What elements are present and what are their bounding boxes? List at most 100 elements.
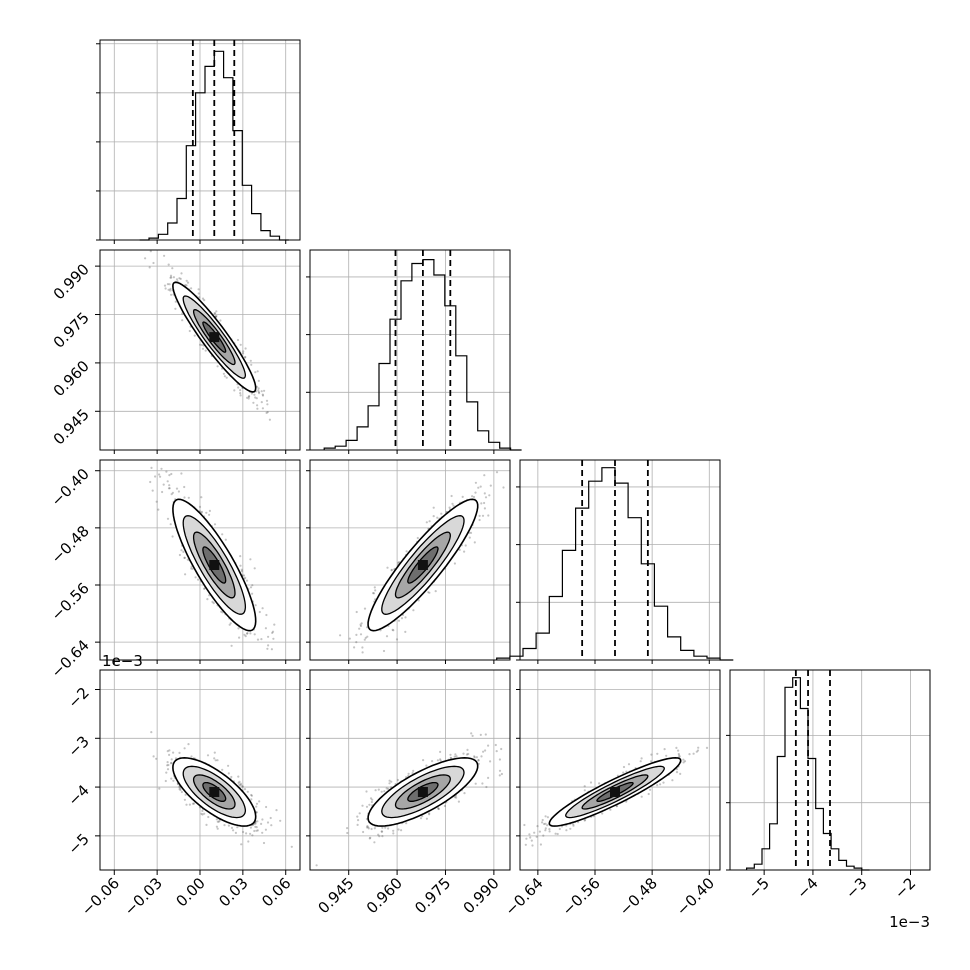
sample-point: [249, 586, 253, 589]
sample-point: [239, 782, 242, 785]
sample-point: [185, 803, 188, 806]
sample-point: [257, 389, 260, 392]
sample-point: [475, 756, 478, 759]
sample-point: [554, 832, 557, 835]
sample-point: [245, 832, 248, 835]
sample-point: [248, 395, 251, 398]
sample-point: [229, 622, 232, 625]
sample-point: [247, 395, 250, 398]
sample-point: [437, 807, 440, 810]
sample-point: [348, 637, 351, 640]
x-tick-label: 0.00: [172, 874, 208, 910]
sample-point: [675, 771, 679, 774]
sample-point: [548, 828, 551, 831]
sample-point: [495, 471, 499, 474]
sample-point: [398, 561, 401, 564]
sample-point: [377, 788, 380, 791]
x-tick-label: 0.06: [258, 874, 294, 910]
y-tick-label: −0.56: [48, 579, 93, 624]
sample-point: [569, 827, 572, 830]
sample-point: [258, 392, 261, 395]
sample-point: [213, 523, 217, 526]
sample-point: [400, 617, 404, 620]
sample-point: [480, 502, 483, 505]
sample-point: [249, 558, 252, 561]
sample-point: [400, 829, 403, 832]
sample-point: [257, 379, 260, 382]
sample-point: [478, 518, 481, 522]
sample-point: [627, 763, 631, 766]
sample-point: [151, 489, 154, 492]
sample-point: [439, 759, 442, 762]
sample-point: [171, 535, 174, 538]
panel-frame-3-1: [309, 669, 511, 871]
sample-point: [227, 772, 230, 775]
sample-point: [169, 274, 173, 277]
density-panel-3-0: [150, 731, 293, 848]
sample-point: [214, 759, 217, 762]
x-tick-label: −0.03: [121, 874, 166, 919]
sample-point: [170, 761, 173, 764]
sample-point: [407, 772, 410, 775]
sample-point: [453, 562, 456, 565]
sample-point: [474, 481, 477, 484]
sample-point: [439, 758, 442, 761]
sample-point: [428, 591, 431, 594]
sample-point: [682, 761, 685, 764]
sample-point: [386, 566, 389, 569]
sample-point: [246, 632, 249, 635]
sample-point: [180, 472, 183, 475]
y-tick-label: 0.990: [50, 260, 93, 303]
sample-point: [422, 759, 425, 762]
sample-point: [530, 839, 533, 842]
sample-point: [164, 779, 167, 783]
sample-point: [170, 276, 173, 279]
sample-point: [242, 350, 245, 353]
density-panel-2-1: [339, 471, 505, 654]
sample-point: [373, 586, 376, 589]
density-peak: [610, 787, 620, 797]
y-tick-label: −0.48: [48, 522, 93, 567]
sample-point: [487, 744, 490, 747]
y-tick-label: 0.975: [50, 309, 93, 352]
sample-point: [489, 760, 492, 763]
density-peak: [209, 560, 220, 570]
x-tick-label: −0.40: [673, 874, 718, 919]
sample-point: [270, 648, 273, 651]
sample-point: [215, 818, 218, 821]
sample-point: [448, 506, 451, 509]
sample-point: [260, 638, 263, 641]
sample-point: [198, 505, 202, 508]
sample-point: [472, 495, 476, 499]
sample-point: [443, 804, 446, 808]
sample-point: [249, 632, 252, 635]
sample-point: [190, 755, 193, 758]
sample-point: [457, 800, 460, 803]
sample-point: [546, 824, 549, 827]
sample-point: [237, 627, 240, 630]
sample-point: [548, 830, 551, 833]
sample-point: [221, 533, 224, 536]
sample-point: [483, 507, 486, 510]
sample-point: [185, 279, 188, 282]
density-panel-1-0: [144, 250, 271, 421]
sample-point: [558, 827, 561, 831]
sample-point: [264, 828, 267, 831]
sample-point: [268, 418, 271, 421]
sample-point: [198, 296, 201, 299]
sample-point: [183, 556, 186, 559]
sample-point: [397, 561, 400, 564]
x-tick-label: −0.56: [559, 874, 604, 919]
sample-point: [473, 755, 476, 758]
sample-point: [388, 782, 391, 785]
sample-point: [242, 352, 245, 355]
sample-point: [544, 815, 547, 818]
sample-point: [157, 508, 160, 511]
sample-point: [223, 824, 226, 827]
sample-point: [197, 288, 200, 291]
sample-point: [180, 272, 183, 275]
sample-point: [396, 778, 399, 782]
sample-point: [275, 809, 278, 812]
x-tick-label: −4: [793, 874, 821, 902]
sample-point: [175, 278, 179, 281]
